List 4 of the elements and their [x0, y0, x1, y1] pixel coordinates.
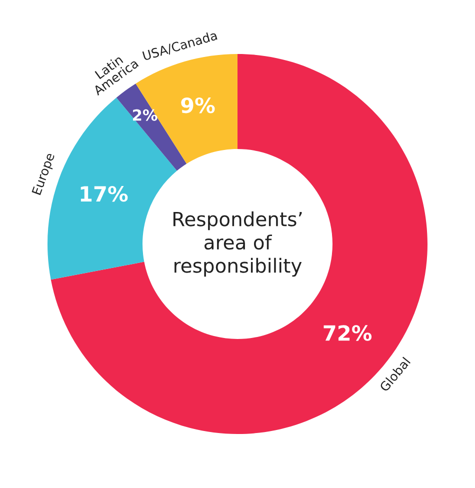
data-label: 9%	[181, 97, 215, 114]
data-label: 17%	[80, 186, 128, 202]
data-label: 72%	[324, 325, 372, 341]
text: Respondents’ area of responsibility	[173, 211, 302, 277]
